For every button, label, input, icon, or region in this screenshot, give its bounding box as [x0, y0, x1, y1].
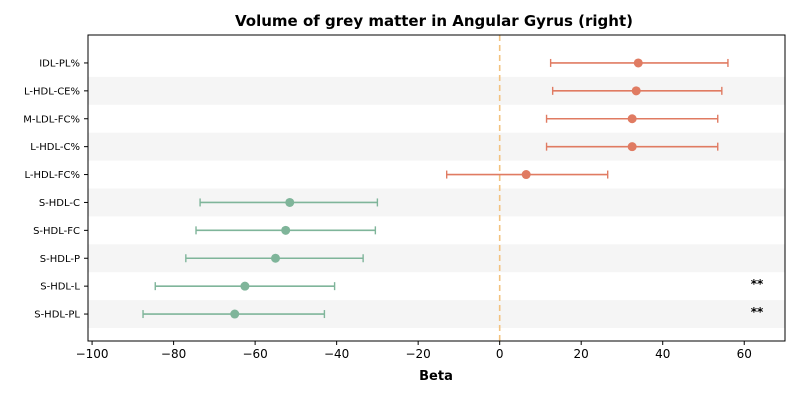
point-estimate — [627, 114, 637, 124]
chart-title: Volume of grey matter in Angular Gyrus (… — [235, 12, 633, 30]
y-tick-label: S-HDL-L — [40, 282, 80, 293]
y-tick-label: L-HDL-FC% — [25, 170, 80, 181]
significance-annotation: ** — [751, 277, 764, 291]
y-tick-label: S-HDL-FC — [33, 226, 80, 237]
point-estimate — [631, 86, 641, 96]
y-axis-ticks: IDL-PL% L-HDL-CE% M-LDL-FC% L-HDL-C% L-HDL-F… — [23, 58, 88, 321]
x-tick-label: 40 — [655, 347, 670, 361]
point-estimate — [627, 142, 637, 152]
x-tick-label: −80 — [161, 347, 186, 361]
x-tick-label: −100 — [76, 347, 109, 361]
point-estimate — [240, 281, 250, 291]
x-axis-label: Beta — [419, 369, 453, 384]
row-bands — [88, 76, 785, 328]
x-tick-label: 60 — [737, 347, 752, 361]
data-rows: ** ** — [142, 58, 764, 319]
y-tick-label: S-HDL-P — [40, 254, 80, 265]
point-estimate — [281, 225, 291, 235]
x-tick-label: −60 — [242, 347, 267, 361]
y-tick-label: IDL-PL% — [39, 58, 80, 69]
row-band — [88, 188, 785, 217]
x-tick-label: −20 — [405, 347, 430, 361]
y-tick-label: S-HDL-C — [39, 198, 80, 209]
x-axis-ticks: −100 −80 −60 −40 −20 0 20 40 60 — [76, 341, 752, 361]
y-tick-label: L-HDL-CE% — [24, 86, 80, 97]
significance-annotation: ** — [751, 305, 764, 319]
point-estimate — [285, 197, 295, 207]
point-estimate — [230, 309, 240, 319]
y-tick-label: M-LDL-FC% — [23, 114, 80, 125]
y-tick-label: S-HDL-PL — [34, 310, 80, 321]
point-estimate — [633, 58, 643, 68]
point-estimate — [521, 170, 531, 180]
y-tick-label: L-HDL-C% — [30, 142, 80, 153]
x-tick-label: 0 — [496, 347, 504, 361]
x-tick-label: −40 — [324, 347, 349, 361]
plot-frame — [87, 34, 786, 342]
x-tick-label: 20 — [574, 347, 589, 361]
point-estimate — [270, 253, 280, 263]
